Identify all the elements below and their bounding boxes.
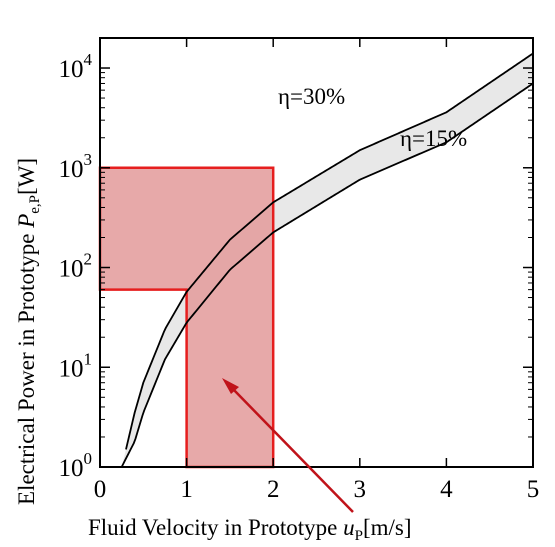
efficiency-band bbox=[121, 53, 534, 467]
x-axis-label-unit: [m/s] bbox=[363, 515, 412, 540]
series-line-15 bbox=[120, 83, 533, 468]
x-tick-label: 4 bbox=[440, 476, 453, 503]
y-tick-label: 102 bbox=[59, 250, 93, 283]
y-tick-label: 103 bbox=[59, 150, 93, 183]
x-axis-label-var: u bbox=[343, 515, 355, 540]
y-axis-label: Electrical Power in Prototype Pe,P[W] bbox=[14, 158, 43, 505]
series-label-30: η=30% bbox=[278, 84, 345, 109]
arrow-shaft bbox=[231, 387, 354, 513]
y-axis-label-var: P bbox=[14, 214, 39, 229]
x-axis-label-sub: P bbox=[355, 528, 363, 544]
plot-frame bbox=[99, 37, 534, 468]
arrow bbox=[222, 378, 354, 513]
x-ticks: 0 1 2 3 4 5 bbox=[94, 38, 540, 503]
x-tick-label: 3 bbox=[354, 476, 367, 503]
x-tick-label: 2 bbox=[267, 476, 280, 503]
x-axis-label: Fluid Velocity in Prototype uP[m/s] bbox=[88, 515, 412, 544]
arrow-head bbox=[222, 378, 239, 394]
y-axis-label-sub: e,P bbox=[27, 195, 43, 214]
y-ticks: 100 101 102 103 104 bbox=[59, 37, 533, 482]
operating-region bbox=[98, 166, 275, 469]
series-label-15: η=15% bbox=[400, 126, 467, 151]
x-tick-label: 0 bbox=[94, 476, 107, 503]
y-axis-label-unit: [W] bbox=[14, 158, 39, 195]
x-axis-label-text: Fluid Velocity in Prototype bbox=[88, 515, 343, 540]
y-tick-label: 100 bbox=[59, 449, 93, 482]
x-tick-label: 5 bbox=[527, 476, 540, 503]
y-tick-label: 104 bbox=[59, 50, 93, 83]
x-tick-label: 1 bbox=[180, 476, 193, 503]
series-line-30 bbox=[125, 52, 534, 450]
y-axis-label-text: Electrical Power in Prototype bbox=[14, 228, 39, 505]
plot-layer bbox=[98, 52, 534, 469]
y-tick-label: 101 bbox=[59, 349, 93, 382]
